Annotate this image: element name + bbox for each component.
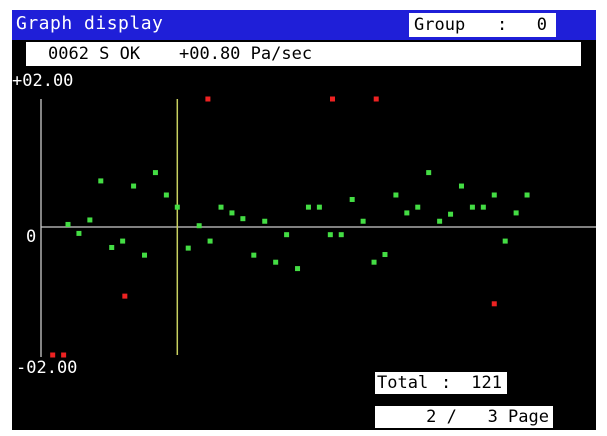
data-point-38 [469, 204, 475, 210]
page-title: Graph display [16, 13, 164, 34]
group-label: Group [414, 15, 466, 35]
title-bar: Graph display Group : 0 [12, 10, 596, 40]
out-of-range-point-3 [122, 293, 128, 299]
data-point-43 [524, 192, 530, 198]
group-value: 0 [536, 15, 547, 35]
channel-value: +00.80 Pa/sec [179, 44, 313, 64]
data-point-39 [480, 204, 486, 210]
out-of-range-point-6 [373, 96, 379, 102]
data-point-8 [142, 252, 148, 258]
graph-display-screen: Graph display Group : 0 0062 S OK +00.80… [12, 10, 596, 430]
page-indicator-text: 2 / 3 Page [426, 407, 549, 427]
data-point-1 [65, 221, 71, 227]
total-count-box: Total : 121 [375, 372, 507, 394]
trend-graph [40, 96, 596, 358]
data-point-32 [404, 210, 410, 216]
data-point-26 [338, 232, 344, 238]
data-point-7 [131, 183, 137, 189]
data-point-37 [458, 183, 464, 189]
out-of-range-point-7 [491, 301, 497, 307]
total-separator: : [441, 373, 452, 393]
data-point-40 [491, 192, 497, 198]
data-point-29 [371, 259, 377, 265]
data-point-33 [415, 204, 421, 210]
y-axis-zero-label: 0 [26, 227, 37, 247]
data-point-19 [262, 218, 268, 224]
channel-status: 0062 S OK [48, 44, 141, 64]
data-point-9 [152, 170, 158, 176]
y-axis-min-label: -02.00 [16, 358, 78, 378]
data-point-14 [207, 238, 213, 244]
total-value: 121 [471, 373, 502, 393]
data-point-17 [240, 216, 246, 222]
data-point-4 [98, 178, 104, 184]
data-point-3 [87, 217, 93, 223]
y-axis-max-label: +02.00 [12, 71, 74, 91]
out-of-range-point-4 [205, 96, 211, 102]
data-point-13 [196, 223, 202, 229]
data-point-16 [229, 210, 235, 216]
data-point-11 [174, 204, 180, 210]
group-selector[interactable]: Group : 0 [409, 13, 556, 37]
data-point-41 [502, 238, 508, 244]
data-point-5 [109, 244, 115, 250]
data-point-15 [218, 204, 224, 210]
data-point-22 [295, 266, 301, 272]
channel-status-bar: 0062 S OK +00.80 Pa/sec [26, 42, 581, 66]
data-point-35 [437, 218, 443, 224]
data-point-21 [284, 232, 290, 238]
out-of-range-point-1 [50, 352, 56, 358]
group-separator: : [497, 15, 508, 35]
data-point-6 [120, 238, 126, 244]
data-point-20 [273, 259, 279, 265]
data-point-34 [426, 170, 432, 176]
data-point-24 [316, 204, 322, 210]
data-point-10 [163, 192, 169, 198]
data-point-28 [360, 218, 366, 224]
data-point-23 [305, 204, 311, 210]
data-point-36 [448, 211, 454, 217]
total-label: Total [377, 373, 429, 393]
data-point-12 [185, 245, 191, 251]
data-point-42 [513, 210, 519, 216]
data-point-25 [327, 232, 333, 238]
data-point-27 [349, 196, 355, 202]
out-of-range-point-2 [61, 352, 67, 358]
data-point-30 [382, 252, 388, 258]
data-point-18 [251, 252, 257, 258]
page-indicator[interactable]: 2 / 3 Page [375, 406, 553, 428]
out-of-range-point-5 [330, 96, 336, 102]
data-point-2 [76, 230, 82, 236]
data-point-31 [393, 192, 399, 198]
